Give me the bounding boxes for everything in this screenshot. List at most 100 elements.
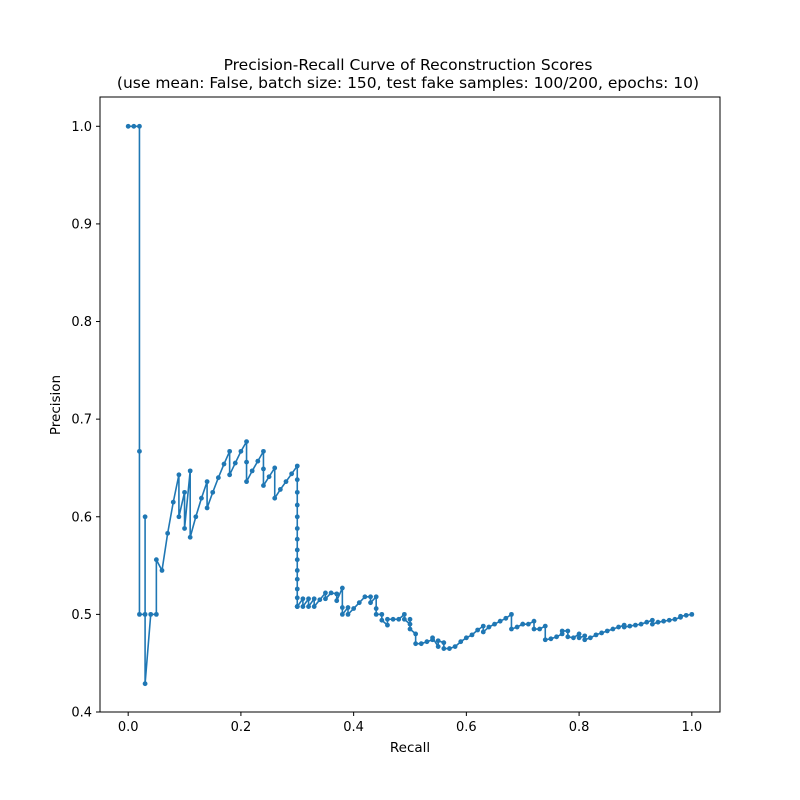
pr-curve-point: [678, 613, 683, 619]
y-tick-label: 0.5: [71, 608, 92, 623]
pr-curve-point: [486, 624, 492, 630]
pr-curve-point: [441, 640, 447, 646]
x-tick-label: 1.0: [681, 720, 702, 735]
pr-curve-point: [413, 631, 419, 637]
pr-curve-point: [137, 123, 142, 129]
x-tick-label: 0.4: [343, 720, 364, 735]
pr-curve-point: [373, 611, 379, 617]
pr-curve-point: [599, 630, 605, 636]
pr-curve-point: [300, 604, 306, 609]
pr-curve-point: [345, 605, 351, 610]
pr-curve-point: [356, 600, 362, 606]
pr-curve-point: [249, 468, 255, 474]
pr-curve-point: [165, 530, 171, 536]
pr-curve-point: [339, 611, 345, 617]
pr-curve-point: [227, 472, 233, 478]
pr-curve-point: [210, 489, 216, 495]
pr-curve-point: [385, 622, 390, 628]
pr-curve-point: [683, 612, 689, 618]
pr-curve-point: [294, 586, 300, 592]
pr-curve-point: [328, 590, 334, 596]
pr-curve-point: [452, 644, 458, 649]
pr-curve-point: [294, 536, 300, 542]
pr-curve-point: [435, 638, 441, 644]
pr-curve-point: [131, 123, 137, 129]
pr-curve-point: [294, 463, 300, 469]
pr-curve-point: [604, 628, 610, 634]
series-layer: [125, 123, 695, 687]
pr-curve-point: [176, 514, 182, 520]
pr-curve-point: [509, 611, 514, 617]
pr-curve-point: [435, 644, 441, 649]
pr-curve-point: [644, 619, 650, 625]
pr-curve-point: [323, 590, 328, 596]
pr-curve-point: [390, 616, 396, 622]
pr-curve-point: [323, 596, 328, 602]
pr-curve-point: [227, 448, 233, 454]
pr-curve-point: [182, 526, 187, 531]
pr-curve-point: [407, 626, 413, 632]
pr-curve-point: [311, 596, 317, 602]
x-tick-label: 0.6: [456, 720, 477, 735]
pr-curve-point: [565, 628, 571, 634]
pr-curve-line: [128, 125, 692, 685]
pr-curve-point: [373, 606, 379, 611]
pr-curve-point: [294, 604, 300, 609]
pr-curve-point: [334, 591, 340, 597]
pr-curve-point: [294, 576, 300, 582]
pr-curve-point: [492, 621, 497, 627]
y-tick-label: 1.0: [71, 120, 92, 135]
pr-curve-point: [542, 623, 548, 629]
pr-curve-point: [351, 606, 357, 611]
pr-curve-point: [430, 635, 435, 641]
pr-curve-point: [396, 616, 402, 622]
pr-curve-point: [294, 595, 300, 601]
pr-curve-point: [345, 611, 351, 617]
pr-curve-point: [638, 621, 644, 627]
pr-curve-point: [339, 585, 345, 591]
pr-curve-point: [289, 471, 295, 477]
pr-curve-point: [480, 623, 486, 629]
y-tick-label: 0.7: [71, 413, 92, 428]
pr-curve-point: [277, 487, 283, 492]
pr-curve-point: [441, 646, 447, 651]
pr-curve-point: [266, 474, 272, 480]
x-tick-label: 0.8: [569, 720, 590, 735]
pr-curve-point: [272, 495, 278, 501]
pr-curve-point: [469, 632, 475, 638]
pr-curve-point: [407, 621, 413, 627]
pr-curve-point: [514, 624, 520, 630]
pr-curve-point: [125, 123, 131, 129]
pr-curve-point: [232, 460, 238, 466]
pr-curve-point: [655, 619, 661, 625]
chart-title: Precision-Recall Curve of Reconstruction…: [224, 56, 593, 74]
pr-curve-point: [137, 448, 142, 454]
pr-curve-point: [531, 618, 537, 624]
x-tick-label: 0.2: [231, 720, 252, 735]
pr-curve-point: [525, 621, 531, 627]
pr-curve-point: [418, 641, 424, 647]
y-tick-label: 0.6: [71, 510, 92, 525]
pr-curve-point: [193, 514, 199, 520]
pr-curve-point: [148, 611, 154, 617]
pr-curve-point: [379, 611, 385, 617]
pr-curve-point: [244, 459, 249, 465]
pr-curve-point: [334, 598, 340, 604]
pr-curve-point: [385, 616, 390, 622]
y-axis-ticks: 0.4 0.5 0.6 0.7 0.8 0.9 1.0: [71, 120, 100, 721]
pr-curve-point: [306, 604, 311, 609]
pr-curve-point: [520, 621, 526, 627]
pr-curve-point: [401, 616, 407, 622]
pr-curve-point: [368, 600, 373, 606]
pr-curve-point: [571, 635, 576, 641]
pr-curve-point: [424, 639, 430, 645]
pr-curve-point: [176, 472, 182, 478]
pr-curve-point: [616, 624, 621, 630]
pr-curve-point: [221, 461, 227, 467]
pr-curve-point: [261, 483, 266, 488]
y-tick-label: 0.4: [71, 706, 92, 721]
pr-curve-point: [633, 622, 638, 628]
pr-curve-point: [153, 557, 159, 563]
pr-curve-point: [294, 557, 300, 563]
